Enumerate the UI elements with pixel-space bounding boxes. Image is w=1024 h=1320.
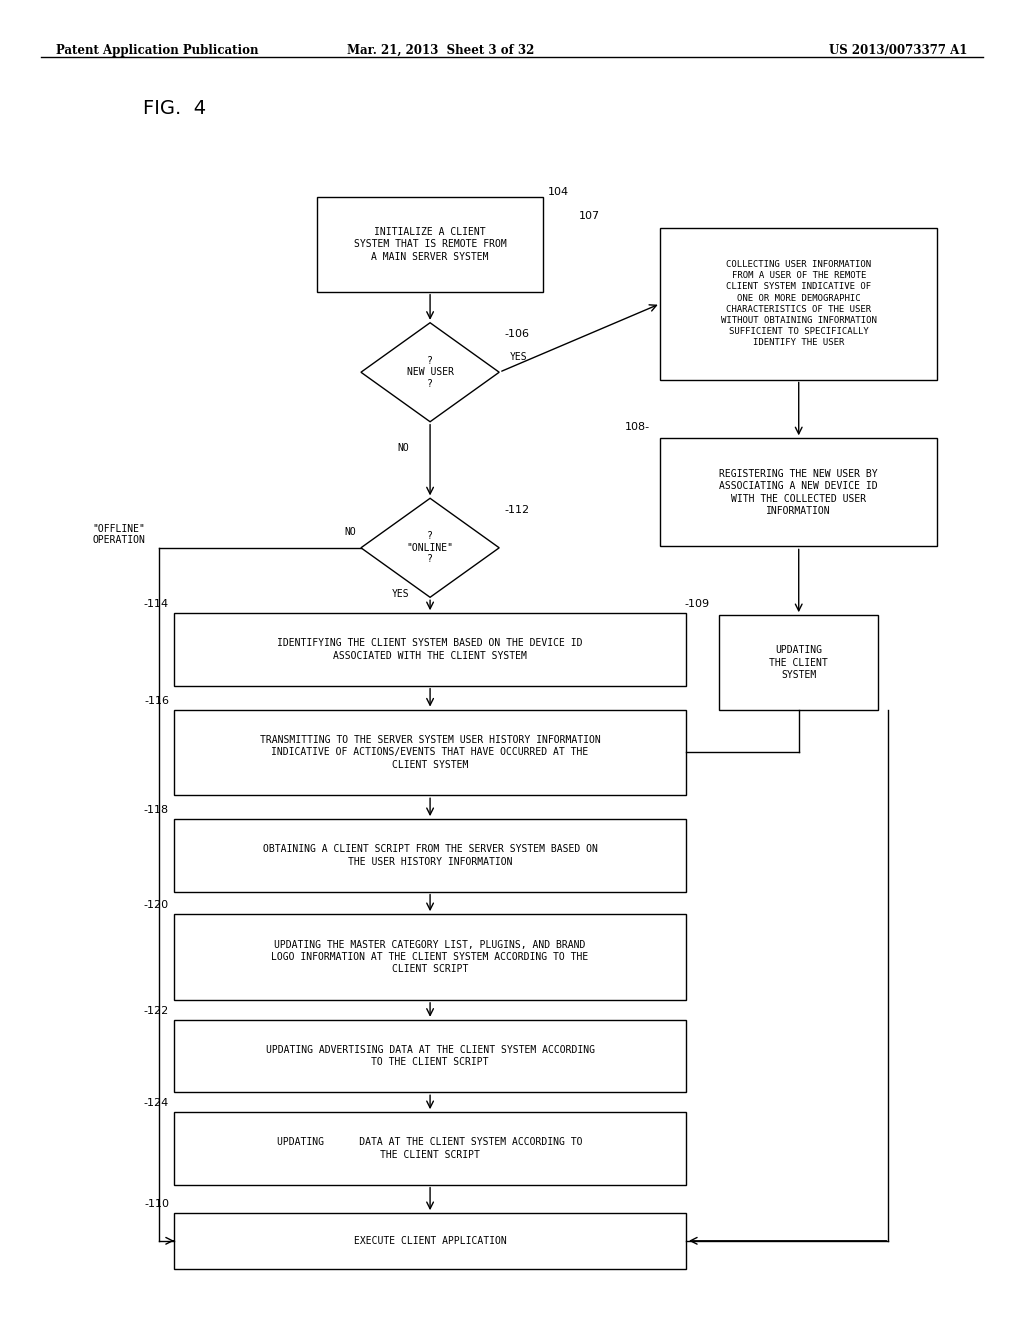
Text: 104: 104 <box>548 186 569 197</box>
Text: REGISTERING THE NEW USER BY
ASSOCIATING A NEW DEVICE ID
WITH THE COLLECTED USER
: REGISTERING THE NEW USER BY ASSOCIATING … <box>720 469 878 516</box>
Text: IDENTIFYING THE CLIENT SYSTEM BASED ON THE DEVICE ID
ASSOCIATED WITH THE CLIENT : IDENTIFYING THE CLIENT SYSTEM BASED ON T… <box>278 639 583 660</box>
Text: "OFFLINE"
OPERATION: "OFFLINE" OPERATION <box>92 524 145 545</box>
Text: Patent Application Publication: Patent Application Publication <box>56 44 259 57</box>
Bar <box>174 1111 686 1185</box>
Text: COLLECTING USER INFORMATION
FROM A USER OF THE REMOTE
CLIENT SYSTEM INDICATIVE O: COLLECTING USER INFORMATION FROM A USER … <box>721 260 877 347</box>
Text: -114: -114 <box>143 599 169 610</box>
Text: FIG.  4: FIG. 4 <box>143 99 207 117</box>
Text: -112: -112 <box>504 506 529 515</box>
Bar <box>660 438 937 546</box>
Text: ?
"ONLINE"
?: ? "ONLINE" ? <box>407 531 454 565</box>
Bar <box>174 913 686 1001</box>
Text: 107: 107 <box>579 211 600 220</box>
Text: NO: NO <box>344 527 356 537</box>
Text: UPDATING
THE CLIENT
SYSTEM: UPDATING THE CLIENT SYSTEM <box>769 645 828 680</box>
Text: US 2013/0073377 A1: US 2013/0073377 A1 <box>829 44 968 57</box>
Text: UPDATING THE MASTER CATEGORY LIST, PLUGINS, AND BRAND
LOGO INFORMATION AT THE CL: UPDATING THE MASTER CATEGORY LIST, PLUGI… <box>271 940 589 974</box>
Bar <box>174 1213 686 1269</box>
Text: NO: NO <box>398 444 410 454</box>
Text: UPDATING      DATA AT THE CLIENT SYSTEM ACCORDING TO
THE CLIENT SCRIPT: UPDATING DATA AT THE CLIENT SYSTEM ACCOR… <box>278 1138 583 1159</box>
Bar <box>174 1019 686 1093</box>
Text: -120: -120 <box>143 900 169 911</box>
Text: -116: -116 <box>144 696 169 705</box>
Text: -106: -106 <box>504 330 529 339</box>
Bar <box>174 710 686 795</box>
Text: OBTAINING A CLIENT SCRIPT FROM THE SERVER SYSTEM BASED ON
THE USER HISTORY INFOR: OBTAINING A CLIENT SCRIPT FROM THE SERVE… <box>262 845 598 866</box>
Polygon shape <box>360 499 500 597</box>
Text: ?
NEW USER
?: ? NEW USER ? <box>407 355 454 389</box>
Text: YES: YES <box>392 589 410 599</box>
Text: 108-: 108- <box>625 421 650 432</box>
Bar <box>174 612 686 686</box>
Bar <box>660 227 937 380</box>
Text: -122: -122 <box>143 1006 169 1016</box>
Text: -118: -118 <box>143 805 169 814</box>
Polygon shape <box>360 323 500 422</box>
Bar <box>174 818 686 892</box>
Text: INITIALIZE A CLIENT
SYSTEM THAT IS REMOTE FROM
A MAIN SERVER SYSTEM: INITIALIZE A CLIENT SYSTEM THAT IS REMOT… <box>353 227 507 261</box>
Text: -110: -110 <box>144 1199 169 1209</box>
Bar <box>317 197 543 292</box>
Text: Mar. 21, 2013  Sheet 3 of 32: Mar. 21, 2013 Sheet 3 of 32 <box>347 44 534 57</box>
Text: EXECUTE CLIENT APPLICATION: EXECUTE CLIENT APPLICATION <box>353 1236 507 1246</box>
Text: -124: -124 <box>143 1098 169 1109</box>
Text: TRANSMITTING TO THE SERVER SYSTEM USER HISTORY INFORMATION
INDICATIVE OF ACTIONS: TRANSMITTING TO THE SERVER SYSTEM USER H… <box>260 735 600 770</box>
Text: -109: -109 <box>684 598 709 609</box>
Text: UPDATING ADVERTISING DATA AT THE CLIENT SYSTEM ACCORDING
TO THE CLIENT SCRIPT: UPDATING ADVERTISING DATA AT THE CLIENT … <box>265 1045 595 1067</box>
Text: YES: YES <box>510 351 527 362</box>
Bar <box>719 615 879 710</box>
